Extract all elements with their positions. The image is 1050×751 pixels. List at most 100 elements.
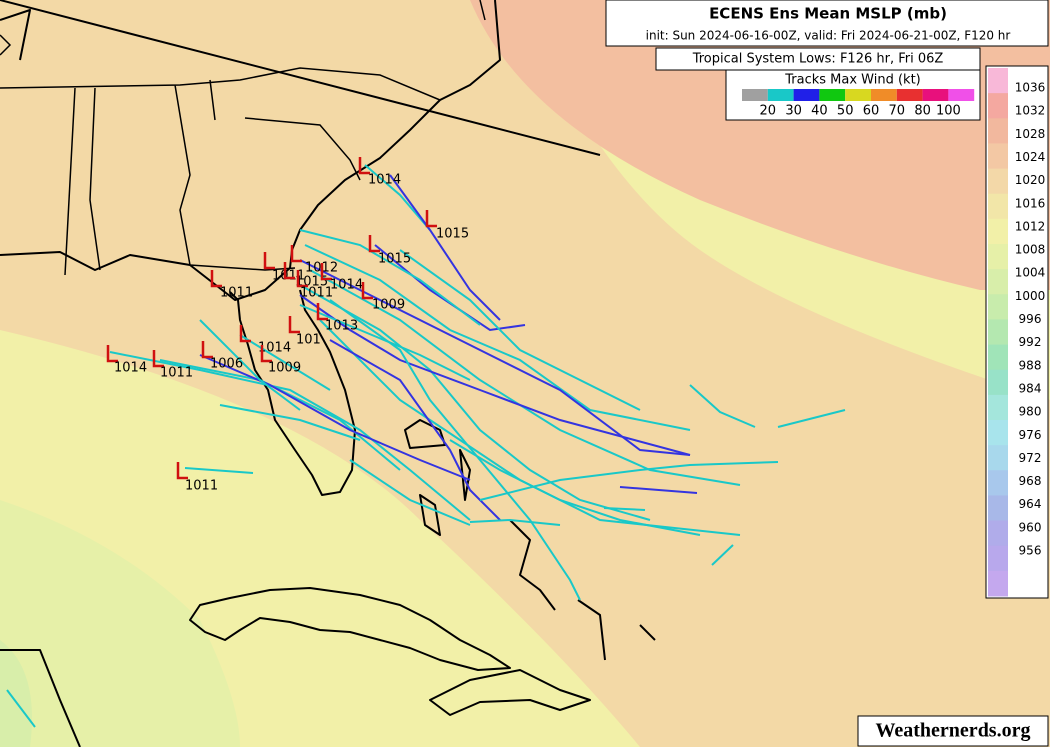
wind-legend: 20 30 40 50 60 70 80 100 xyxy=(742,89,975,119)
low-marker xyxy=(201,341,213,359)
storm-track xyxy=(184,467,254,474)
storm-track xyxy=(299,259,691,456)
colorbar-swatch xyxy=(988,545,1008,572)
low-marker xyxy=(296,270,308,288)
wind-label: 40 xyxy=(811,104,828,119)
colorbar-label: 960 xyxy=(1019,520,1042,534)
colorbar-label: 1016 xyxy=(1015,196,1046,210)
storm-track xyxy=(619,486,698,494)
low-marker xyxy=(316,303,328,321)
wind-label: 20 xyxy=(760,104,777,119)
storm-track xyxy=(364,164,431,231)
colorbar-swatch xyxy=(988,420,1008,446)
low-label: 1015 xyxy=(378,252,411,267)
low-marker xyxy=(290,245,302,263)
colorbar-label: 956 xyxy=(1019,544,1042,558)
low-marker xyxy=(320,263,332,281)
storm-track xyxy=(603,507,646,511)
colorbar: 1036 1032 1028 1024 1020 1016 1012 1008 1004 1000… xyxy=(988,68,1045,597)
colorbar-swatch xyxy=(988,168,1008,195)
colorbar-label: 968 xyxy=(1019,474,1042,488)
low-label: 1011 xyxy=(220,286,253,301)
wind-swatch xyxy=(871,89,897,101)
colorbar-label: 1036 xyxy=(1015,81,1046,95)
low-marker xyxy=(176,462,188,480)
low-marker xyxy=(361,282,373,300)
storm-track xyxy=(319,319,741,536)
storm-track xyxy=(299,284,651,521)
storm-track xyxy=(199,354,471,481)
low-label: 1011 xyxy=(300,286,333,301)
storm-tracks xyxy=(6,164,846,728)
wind-swatch xyxy=(767,89,794,101)
low-label: 1009 xyxy=(372,298,405,313)
colorbar-swatch xyxy=(988,570,1008,597)
low-label: 1006 xyxy=(210,357,243,372)
colorbar-label: 1032 xyxy=(1015,104,1046,118)
low-label: 1014 xyxy=(330,278,363,293)
wind-label: 100 xyxy=(936,104,961,119)
wind-label: 70 xyxy=(889,104,906,119)
storm-track xyxy=(689,384,756,428)
colorbar-label: 1020 xyxy=(1015,173,1046,187)
low-marker xyxy=(283,262,295,280)
colorbar-label: 1000 xyxy=(1015,289,1046,303)
low-marker xyxy=(288,316,300,334)
colorbar-label: 1012 xyxy=(1015,219,1046,233)
low-marker xyxy=(260,345,272,363)
storm-track xyxy=(299,294,691,456)
storm-track xyxy=(219,404,361,441)
colorbar-swatch xyxy=(988,244,1008,270)
wind-label: 80 xyxy=(914,104,931,119)
colorbar-swatch xyxy=(988,344,1008,371)
colorbar-label: 964 xyxy=(1019,497,1042,511)
colorbar-label: 984 xyxy=(1019,381,1042,395)
coastline xyxy=(429,669,591,716)
watermark-box xyxy=(857,715,1049,747)
colorbar-label: 996 xyxy=(1019,312,1042,326)
colorbar-label: 992 xyxy=(1019,335,1042,349)
low-label: 1011 xyxy=(160,366,193,381)
colorbar-swatch xyxy=(988,118,1008,144)
colorbar-swatch xyxy=(988,143,1008,170)
colorbar-swatch xyxy=(988,319,1008,346)
low-label: 1014 xyxy=(368,173,401,188)
wind-swatch xyxy=(948,89,975,101)
colorbar-swatch xyxy=(988,495,1008,522)
storm-track xyxy=(449,439,701,536)
colorbar-swatch xyxy=(988,394,1008,421)
low-label: 1015 xyxy=(436,227,469,242)
colorbar-label: 1004 xyxy=(1015,266,1046,280)
colorbar-swatch xyxy=(988,369,1008,396)
storm-track xyxy=(299,229,481,326)
storm-track xyxy=(6,689,36,728)
storm-track xyxy=(711,544,734,566)
storm-track xyxy=(199,319,301,411)
coastline xyxy=(0,0,601,156)
wind-label: 30 xyxy=(785,104,802,119)
storm-track xyxy=(239,334,331,391)
colorbar-label: 976 xyxy=(1019,428,1042,442)
storm-track xyxy=(304,244,691,431)
low-marker xyxy=(425,210,437,228)
colorbar-swatch xyxy=(988,218,1008,245)
wind-swatch xyxy=(819,89,846,101)
pressure-band xyxy=(0,500,240,747)
storm-track xyxy=(389,174,501,321)
storm-track xyxy=(777,409,846,428)
wind-swatch xyxy=(922,89,949,101)
low-label: 1013 xyxy=(325,319,358,334)
storm-track xyxy=(329,299,581,601)
storm-track xyxy=(469,518,561,526)
colorbar-label: 980 xyxy=(1019,405,1042,419)
colorbar-swatch xyxy=(988,470,1008,496)
colorbar-label: 1028 xyxy=(1015,127,1046,141)
colorbar-swatch xyxy=(988,193,1008,220)
colorbar-label: 1024 xyxy=(1015,150,1046,164)
colorbar-label: 988 xyxy=(1019,358,1042,372)
colorbar-swatch xyxy=(988,520,1008,547)
wind-label: 60 xyxy=(863,104,880,119)
low-label: 101 xyxy=(296,333,321,348)
